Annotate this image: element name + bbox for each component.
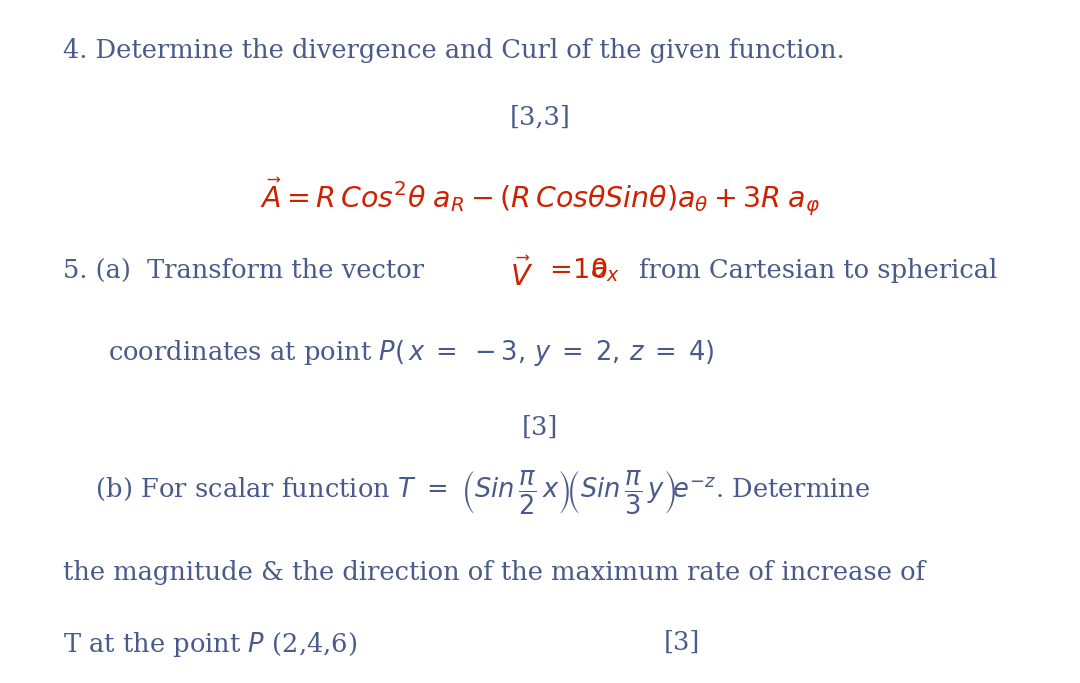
- Text: $\mathit{a}_x$: $\mathit{a}_x$: [590, 258, 620, 284]
- Text: the magnitude & the direction of the maximum rate of increase of: the magnitude & the direction of the max…: [63, 560, 924, 585]
- Text: [3]: [3]: [522, 415, 558, 440]
- Text: $=\!10\;$: $=\!10\;$: [544, 258, 608, 284]
- Text: $\vec{V}$: $\vec{V}$: [510, 258, 532, 292]
- Text: from Cartesian to spherical: from Cartesian to spherical: [631, 258, 997, 283]
- Text: 5. (a)  Transform the vector: 5. (a) Transform the vector: [63, 258, 432, 283]
- Text: [3,3]: [3,3]: [510, 105, 570, 130]
- Text: 4. Determine the divergence and Curl of the given function.: 4. Determine the divergence and Curl of …: [63, 38, 845, 63]
- Text: coordinates at point $\mathit{P}(\,x \;=\; -3,\,y \;=\; 2,\,z \;=\; 4)$: coordinates at point $\mathit{P}(\,x \;=…: [108, 338, 714, 368]
- Text: $\vec{A} = R\,\mathit{Cos}^2\theta\;\mathit{a}_R - (R\,\mathit{Cos}\theta\mathit: $\vec{A} = R\,\mathit{Cos}^2\theta\;\mat…: [260, 175, 820, 218]
- Text: [3]: [3]: [664, 630, 701, 655]
- Text: (b) For scalar function $\mathit{T}$ $=$ $\left(\mathit{Sin}\,\dfrac{\pi}{2}\,x\: (b) For scalar function $\mathit{T}$ $=$…: [63, 468, 869, 516]
- Text: T at the point $\mathit{P}$ (2,4,6): T at the point $\mathit{P}$ (2,4,6): [63, 630, 356, 659]
